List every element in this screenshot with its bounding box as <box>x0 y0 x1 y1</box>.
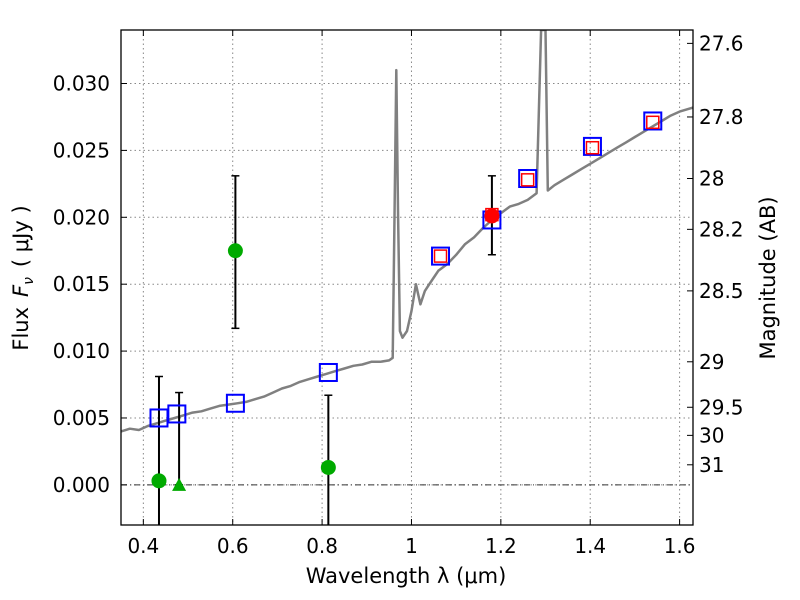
x-tick-label: 0.6 <box>217 534 249 558</box>
synthetic-flux-square <box>518 169 538 188</box>
synthetic-flux-square <box>431 246 451 266</box>
y2-axis-label: Magnitude (AB) <box>756 196 780 359</box>
y-axis-label-var: F <box>9 284 33 297</box>
y-tick-label: 0.025 <box>53 138 110 162</box>
y2-tick-label: 31 <box>699 453 724 477</box>
y2-tick-label: 28 <box>699 167 724 191</box>
upper-limit-triangle <box>172 477 187 491</box>
grid-lines <box>121 30 693 525</box>
y-tick-label: 0.000 <box>53 473 110 497</box>
y-axis-label: Flux Fν ( μJy ) <box>9 205 37 350</box>
synthetic-flux-square <box>225 393 245 413</box>
x-tick-label: 1.4 <box>574 534 606 558</box>
observed-flux-square <box>646 115 660 130</box>
green-detection-point <box>320 459 336 475</box>
y2-tick-label: 29.5 <box>699 395 744 419</box>
y2-tick-label: 30 <box>699 423 724 447</box>
synthetic-flux-square <box>167 404 187 424</box>
y2-tick-label: 27.6 <box>699 31 744 55</box>
y2-tick-label: 28.5 <box>699 279 744 303</box>
synthetic-flux-square <box>318 362 338 382</box>
observed-flux-square <box>433 249 448 263</box>
green-detection-point <box>227 243 243 259</box>
y-tick-label: 0.005 <box>53 406 110 430</box>
y-tick-label: 0.030 <box>53 72 110 96</box>
red-detection-point <box>484 208 500 224</box>
observed-flux-square <box>585 140 600 155</box>
y-tick-label: 0.020 <box>53 205 110 229</box>
x-tick-label: 0.8 <box>306 534 338 558</box>
y2-tick-label: 27.8 <box>699 105 744 129</box>
y-tick-label: 0.015 <box>53 272 110 296</box>
y-axis-label-prefix: Flux <box>9 307 33 351</box>
synthetic-flux-square <box>582 136 602 156</box>
x-axis-label: Wavelength λ (μm) <box>306 564 507 588</box>
x-tick-label: 1.2 <box>485 534 517 558</box>
observed-flux-square <box>520 173 535 187</box>
synthetic-flux-square <box>643 111 663 131</box>
y-axis-label-sub: ν <box>21 277 37 285</box>
green-detection-point <box>151 473 167 489</box>
model-spectrum-line <box>121 30 693 433</box>
y2-tick-label: 29 <box>699 350 724 374</box>
plot-series <box>121 30 693 525</box>
x-tick-label: 0.4 <box>127 534 159 558</box>
plot-frame <box>120 29 694 526</box>
y2-tick-label: 28.2 <box>699 217 744 241</box>
y-tick-label: 0.010 <box>53 339 110 363</box>
axis-ticks: 0.4 0.6 0.8 1 1.2 1.4 1.6 0.000 0.005 0.010 0.015 0… <box>53 30 744 558</box>
y-axis-label-unit: ( μJy ) <box>9 205 33 267</box>
x-tick-label: 1 <box>405 534 418 558</box>
x-tick-label: 1.6 <box>664 534 696 558</box>
